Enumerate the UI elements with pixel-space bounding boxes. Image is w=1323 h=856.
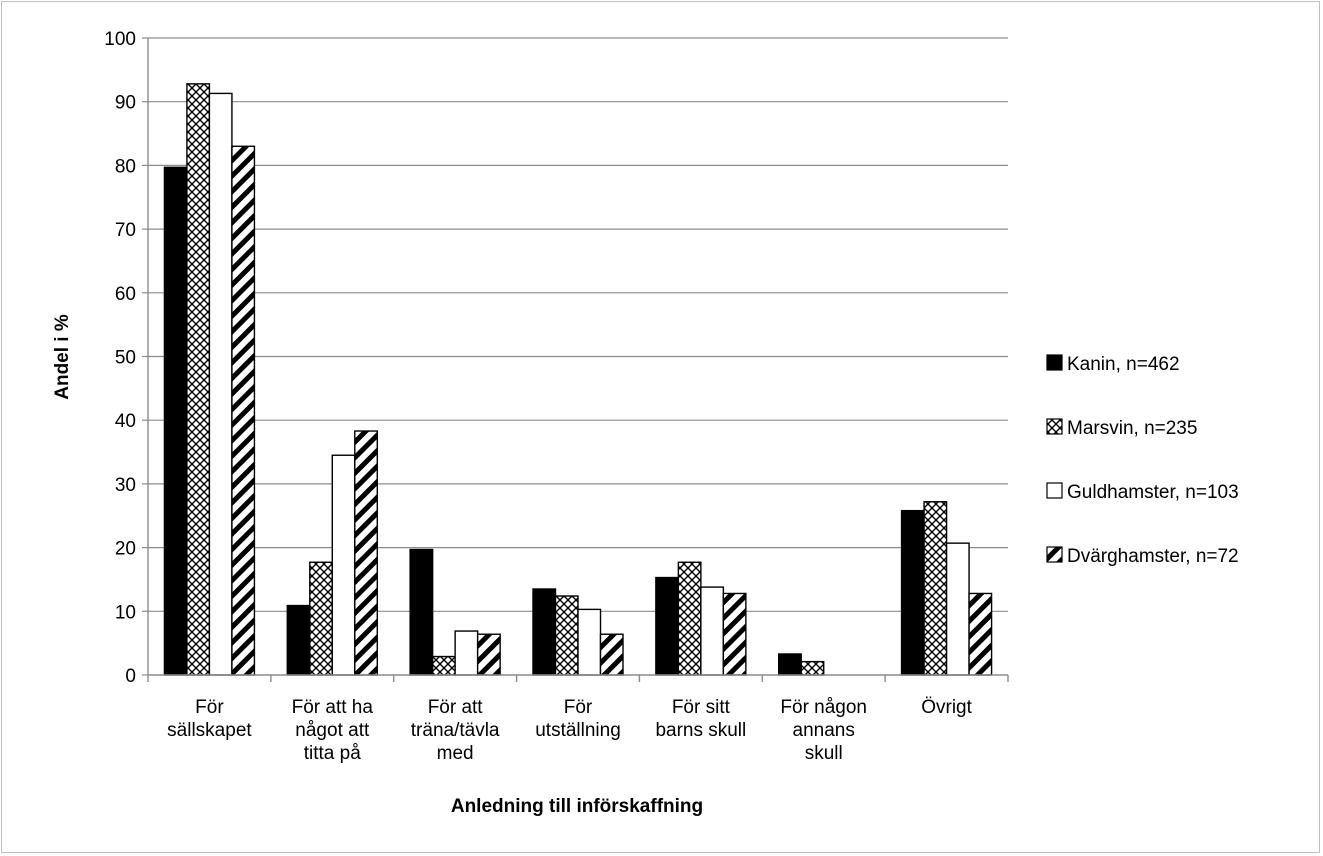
legend-swatch	[1046, 418, 1063, 435]
bar-2-1	[186, 83, 211, 676]
x-category-label: För sällskapet	[167, 697, 252, 741]
bar-4-1	[231, 145, 256, 676]
bar-1-4	[532, 588, 557, 676]
x-category-labels: För sällskapet För att ha något att titta på…	[167, 697, 972, 764]
bar-1-7	[900, 509, 925, 676]
legend-label: Guldhamster, n=103	[1067, 482, 1239, 503]
bar-1-2	[286, 604, 311, 676]
legend-label: Marsvin, n=235	[1067, 418, 1197, 439]
bar-3-4	[577, 608, 602, 676]
x-category-label: Övrigt	[921, 697, 972, 718]
y-tick-label: 100	[104, 29, 136, 50]
bar-4-4	[599, 633, 624, 676]
bar-1-1	[163, 166, 188, 676]
bar-4-7	[968, 592, 993, 676]
x-category-label: För utställning	[535, 697, 621, 741]
x-axis-title: Anledning till införskaffning	[451, 796, 703, 817]
bar-2-2	[309, 561, 333, 676]
bar-4-5	[722, 592, 747, 676]
x-category-label: För att ha något att titta på	[292, 697, 374, 764]
legend-label: Dvärghamster, n=72	[1067, 546, 1239, 567]
bar-3-1	[208, 92, 233, 676]
bar-1-5	[655, 576, 680, 676]
y-tick-label: 50	[115, 348, 136, 369]
legend: Kanin, n=462 Marsvin, n=235 Guldhamster, n…	[1046, 354, 1239, 567]
y-tick-labels: 0 10 20 30 40 50 60 70 80 90 100	[104, 29, 136, 687]
bars	[163, 83, 993, 676]
axes	[147, 38, 1009, 682]
y-axis-title: Andel i %	[52, 314, 73, 400]
y-tick-label: 80	[115, 156, 136, 177]
bar-2-5	[677, 561, 702, 676]
y-tick-label: 10	[115, 602, 136, 623]
legend-swatch	[1046, 354, 1063, 371]
bar-4-2	[354, 430, 378, 676]
x-category-label: För någon annans skull	[780, 697, 867, 764]
bar-2-3	[431, 655, 456, 676]
bar-3-3	[454, 630, 479, 676]
bar-4-3	[476, 633, 501, 676]
bar-2-6	[800, 660, 825, 676]
legend-label: Kanin, n=462	[1067, 354, 1180, 375]
y-tick-label: 60	[115, 284, 136, 305]
y-tick-label: 40	[115, 411, 136, 432]
bar-3-7	[945, 542, 970, 676]
legend-swatch	[1046, 482, 1063, 499]
gridlines	[142, 37, 1008, 676]
bar-1-6	[778, 653, 802, 676]
bar-1-3	[409, 548, 434, 676]
bar-3-2	[331, 454, 356, 676]
y-tick-label: 0	[125, 666, 136, 687]
bar-2-7	[923, 501, 948, 676]
y-tick-label: 70	[115, 220, 136, 241]
y-tick-label: 30	[115, 475, 136, 496]
bar-2-4	[554, 595, 579, 676]
x-category-label: För sitt barns skull	[655, 697, 746, 741]
y-tick-label: 20	[115, 539, 136, 560]
x-category-label: För att träna/tävla med	[411, 697, 500, 764]
legend-swatch	[1046, 546, 1063, 563]
bar-3-5	[700, 586, 725, 676]
y-tick-label: 90	[115, 93, 136, 114]
